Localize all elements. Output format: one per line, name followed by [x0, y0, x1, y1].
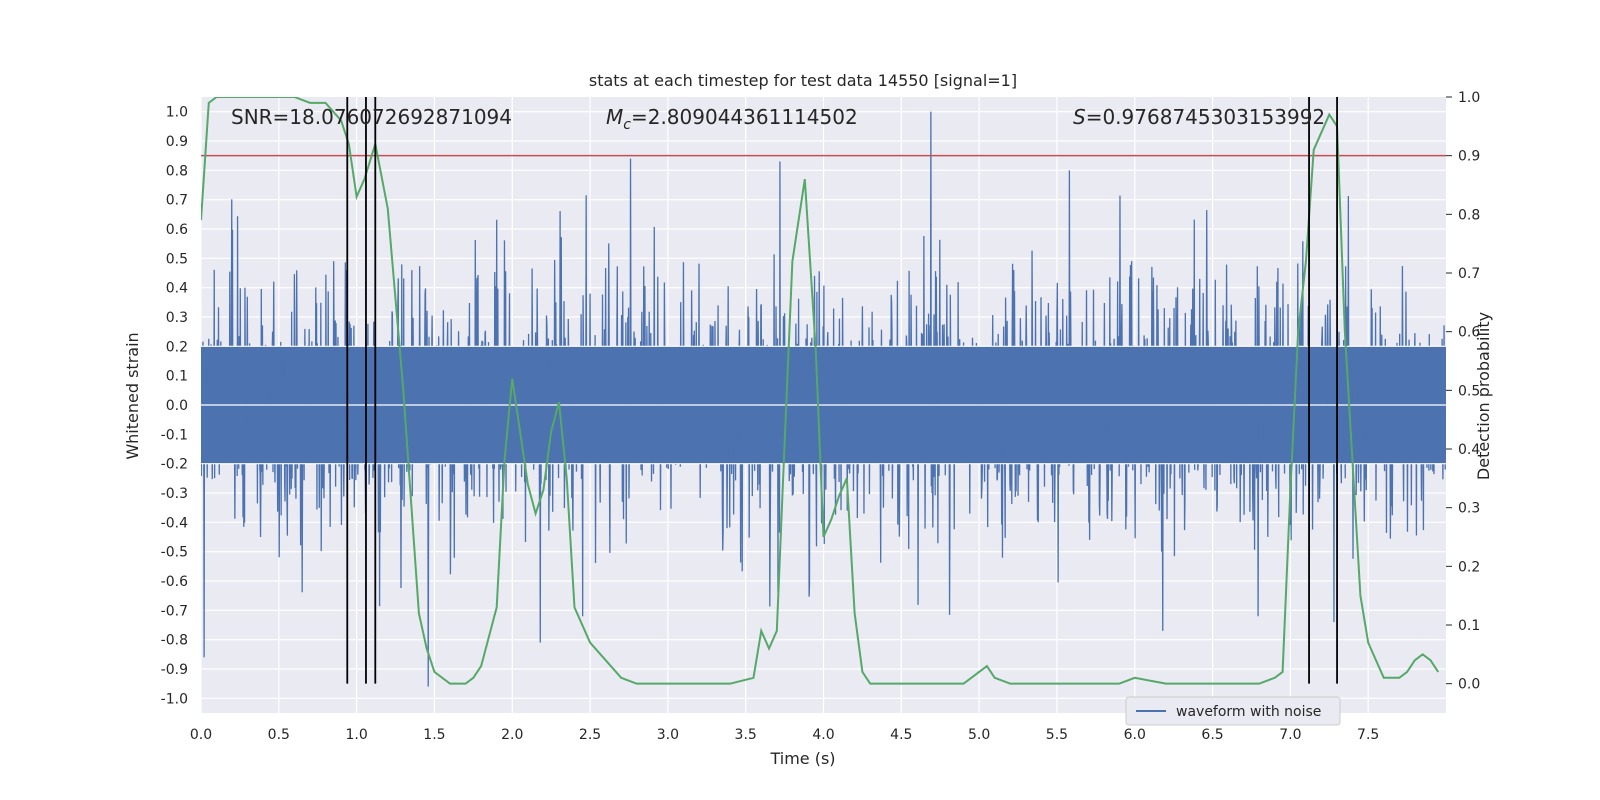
y2-tick-label-4: 0.4	[1458, 442, 1480, 458]
x-tick-label-2: 1.0	[345, 727, 367, 743]
y-tick-label-3: -0.7	[161, 603, 188, 619]
x-tick-label-14: 7.0	[1279, 727, 1301, 743]
y-tick-label-6: -0.4	[161, 515, 188, 531]
y2-tick-label-9: 0.9	[1458, 149, 1480, 165]
y2-tick-label-10: 1.0	[1458, 90, 1480, 106]
chirp-mass-subscript: c	[623, 117, 631, 133]
y2-tick-label-1: 0.1	[1458, 618, 1480, 634]
y2-axis-label: Detection probability	[1474, 312, 1493, 480]
x-axis-ticks: 0.0 0.5 1.0 1.5 2.0 2.5 3.0 3.5 4.0 4.5 5.0 5.5 6.0 6…	[190, 727, 1379, 743]
y-tick-label-4: -0.6	[161, 574, 188, 590]
y-tick-label-16: 0.6	[166, 222, 188, 238]
y-tick-label-7: -0.3	[161, 486, 188, 502]
y-tick-label-2: -0.8	[161, 633, 188, 649]
x-tick-label-9: 4.5	[890, 727, 912, 743]
y-tick-label-11: 0.1	[166, 369, 188, 385]
y-tick-label-13: 0.3	[166, 310, 188, 326]
y-tick-label-12: 0.2	[166, 339, 188, 355]
y2-tick-label-7: 0.7	[1458, 266, 1480, 282]
y2-tick-label-0: 0.0	[1458, 677, 1480, 693]
legend-box	[1125, 696, 1341, 726]
chart-title: stats at each timestep for test data 145…	[589, 71, 1017, 90]
s-annotation: S=0.9768745303153992	[1073, 105, 1325, 129]
y-tick-label-0: -1.0	[161, 691, 188, 707]
s-value: =0.9768745303153992	[1086, 105, 1325, 129]
y2-tick-label-3: 0.3	[1458, 501, 1480, 517]
y-tick-label-10: 0.0	[166, 398, 188, 414]
x-tick-label-1: 0.5	[268, 727, 290, 743]
x-tick-label-3: 1.5	[423, 727, 445, 743]
x-tick-label-12: 6.0	[1124, 727, 1146, 743]
y2-tick-label-6: 0.6	[1458, 325, 1480, 341]
x-axis-label: Time (s)	[769, 749, 835, 768]
x-tick-label-5: 2.5	[579, 727, 601, 743]
legend: waveform with noise	[1125, 696, 1341, 726]
x-tick-label-13: 6.5	[1201, 727, 1223, 743]
y-axis-ticks: -1.0 -0.9 -0.8 -0.7 -0.6 -0.5 -0.4 -0.3 -0.2 -0.1…	[161, 105, 188, 708]
y-tick-label-18: 0.8	[166, 163, 188, 179]
chirp-mass-symbol: M	[606, 105, 623, 129]
y-tick-label-15: 0.5	[166, 251, 188, 267]
waveform-series	[201, 111, 1446, 687]
chirp-mass-annotation: Mc=2.809044361114502	[606, 105, 858, 133]
x-tick-label-0: 0.0	[190, 727, 212, 743]
y-tick-label-1: -0.9	[161, 662, 188, 678]
x-tick-label-15: 7.5	[1357, 727, 1379, 743]
x-tick-label-6: 3.0	[657, 727, 679, 743]
s-symbol: S	[1073, 105, 1086, 129]
y-tick-label-5: -0.5	[161, 545, 188, 561]
x-tick-label-7: 3.5	[735, 727, 757, 743]
snr-annotation: SNR=18.076072692871094	[231, 105, 512, 129]
y-tick-label-20: 1.0	[166, 105, 188, 121]
y-tick-label-8: -0.2	[161, 457, 188, 473]
x-tick-label-8: 4.0	[812, 727, 834, 743]
y2-tick-label-2: 0.2	[1458, 559, 1480, 575]
chirp-mass-value: =2.809044361114502	[631, 105, 858, 129]
event-markers	[346, 97, 1338, 684]
y-axis-label: Whitened strain	[123, 332, 142, 459]
x-tick-label-10: 5.0	[968, 727, 990, 743]
y-tick-label-9: -0.1	[161, 427, 188, 443]
plot-content	[201, 97, 1446, 687]
x-tick-label-4: 2.0	[501, 727, 523, 743]
y-tick-label-19: 0.9	[166, 134, 188, 150]
legend-waveform-label: waveform with noise	[1176, 704, 1321, 720]
y-tick-label-14: 0.4	[166, 281, 188, 297]
y2-axis-ticks: 0.0 0.1 0.2 0.3 0.4 0.5 0.6 0.7 0.8 0.9 1.0	[1446, 90, 1480, 693]
probability-line	[201, 97, 1440, 685]
y2-tick-label-8: 0.8	[1458, 207, 1480, 223]
x-tick-label-11: 5.5	[1046, 727, 1068, 743]
probability-series	[201, 97, 1440, 685]
y-tick-label-17: 0.7	[166, 193, 188, 209]
y2-tick-label-5: 0.5	[1458, 383, 1480, 399]
